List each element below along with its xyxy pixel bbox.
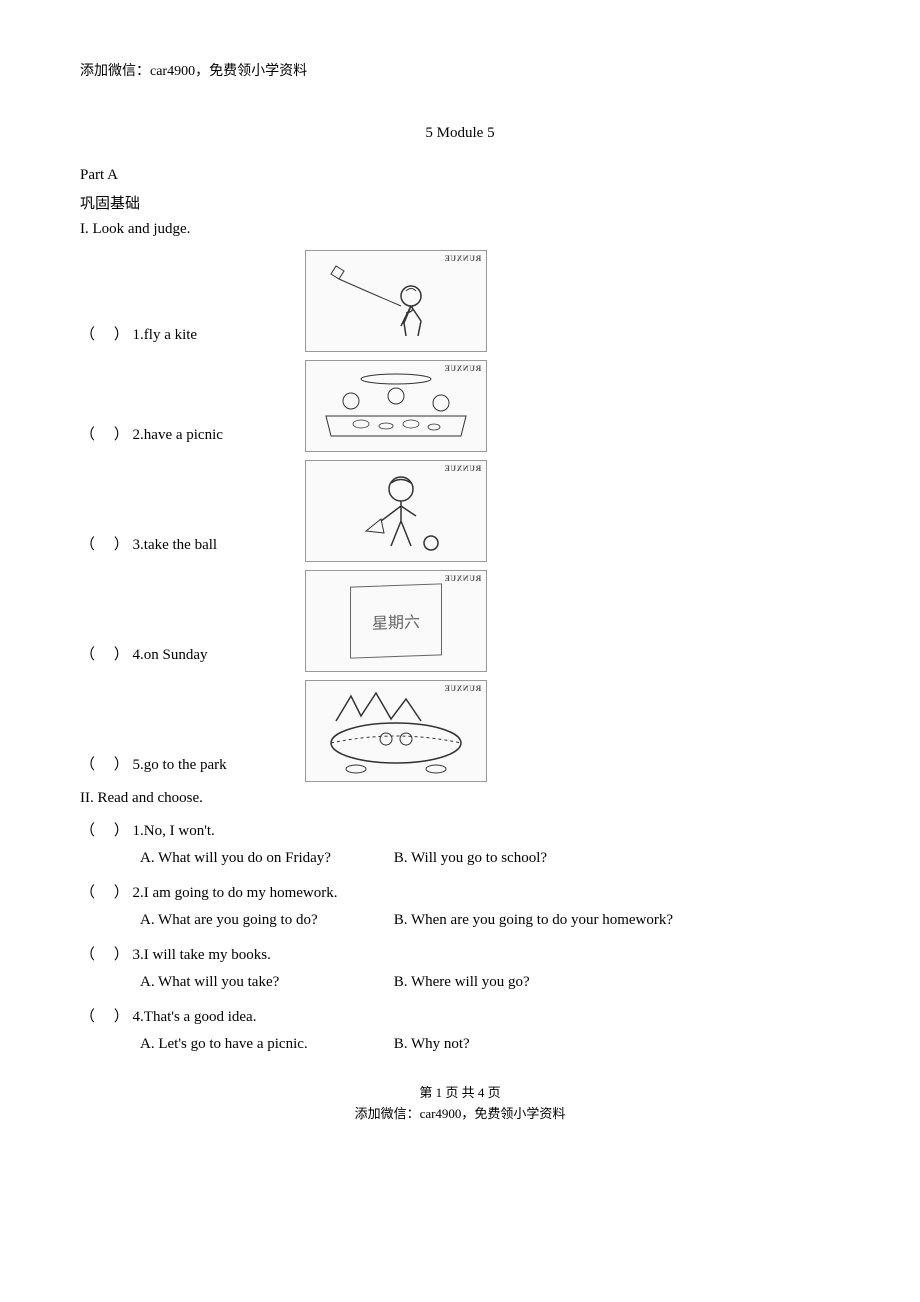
paren-open: （ [80,757,95,773]
judge-item: （ ） 1.fly a kite RUNXUE [80,250,840,352]
paren-open: （ [80,1009,95,1025]
paren-open: （ [80,947,95,963]
judge-item-text: （ ） 4.on Sunday [80,643,305,672]
calendar-box: 星期六 [350,583,442,658]
paren-close: ） [114,757,129,773]
choose-number: 4 [133,1009,141,1025]
page-container: 添加微信：car4900，免费领小学资料 5 Module 5 Part A 巩… [0,0,920,1300]
header-note: 添加微信：car4900，免费领小学资料 [80,60,840,80]
watermark-text: RUNXUE [444,574,481,583]
paren-close: ） [114,1009,129,1025]
judge-item: （ ） 3.take the ball RUNXUE [80,460,840,562]
item-number: 5 [133,757,141,773]
paren-close: ） [114,427,129,443]
choose-options: A. What will you do on Friday? B. Will y… [140,850,840,867]
choose-item: （ ） 1.No, I won't. [80,819,840,840]
choose-number: 3 [133,947,141,963]
item-phrase: go to the park [144,757,227,773]
judge-image-calendar: RUNXUE 星期六 [305,570,487,672]
item-phrase: fly a kite [144,327,197,343]
choose-text: I will take my books. [144,947,271,963]
judge-item: （ ） 5.go to the park RUNXUE [80,680,840,782]
item-phrase: have a picnic [144,427,223,443]
paren-close: ） [114,647,129,663]
paren-close: ） [114,947,129,963]
watermark-text: RUNXUE [444,464,481,473]
picnic-drawing-icon [306,361,486,451]
choose-number: 1 [133,823,141,839]
watermark-text: RUNXUE [444,684,481,693]
judge-item: （ ） 4.on Sunday RUNXUE 星期六 [80,570,840,672]
paren-open: （ [80,823,95,839]
choose-options: A. What are you going to do? B. When are… [140,912,840,929]
item-phrase: take the ball [144,537,217,553]
choose-text: No, I won't. [144,823,215,839]
calendar-day-text: 星期六 [372,608,420,634]
judge-item: （ ） 2.have a picnic RUNXUE [80,360,840,452]
item-number: 4 [133,647,141,663]
watermark-text: RUNXUE [444,254,481,263]
option-a: A. What will you do on Friday? [140,850,390,867]
option-a: A. What are you going to do? [140,912,390,929]
section2-heading: II. Read and choose. [80,790,840,807]
child-ball-drawing-icon [306,461,486,561]
choose-text: That's a good idea. [144,1009,257,1025]
judge-item-text: （ ） 5.go to the park [80,753,305,782]
paren-open: （ [80,327,95,343]
kite-drawing-icon [306,251,486,351]
item-number: 2 [133,427,141,443]
item-number: 3 [133,537,141,553]
judge-item-text: （ ） 2.have a picnic [80,423,305,452]
document-title: 5 Module 5 [80,125,840,142]
paren-close: ） [114,327,129,343]
footer-note: 添加微信：car4900，免费领小学资料 [80,1104,840,1125]
judge-image-ball: RUNXUE [305,460,487,562]
option-b: B. When are you going to do your homewor… [394,912,673,928]
option-b: B. Where will you go? [394,974,530,990]
option-b: B. Will you go to school? [394,850,547,866]
paren-close: ） [114,537,129,553]
paren-open: （ [80,537,95,553]
judge-item-text: （ ） 1.fly a kite [80,323,305,352]
judge-image-park: RUNXUE [305,680,487,782]
choose-options: A. Let's go to have a picnic. B. Why not… [140,1036,840,1053]
item-phrase: on Sunday [144,647,208,663]
paren-open: （ [80,427,95,443]
part-subtitle: 巩固基础 [80,192,840,213]
paren-open: （ [80,647,95,663]
choose-options: A. What will you take? B. Where will you… [140,974,840,991]
section1-heading: I. Look and judge. [80,221,840,238]
judge-item-text: （ ） 3.take the ball [80,533,305,562]
choose-number: 2 [133,885,141,901]
paren-close: ） [114,823,129,839]
footer-pagination: 第 1 页 共 4 页 [80,1083,840,1104]
choose-item: （ ） 4.That's a good idea. [80,1005,840,1026]
judge-image-picnic: RUNXUE [305,360,487,452]
option-a: A. Let's go to have a picnic. [140,1036,390,1053]
item-number: 1 [133,327,141,343]
watermark-text: RUNXUE [444,364,481,373]
choose-item: （ ） 2.I am going to do my homework. [80,881,840,902]
page-footer: 第 1 页 共 4 页 添加微信：car4900，免费领小学资料 [80,1083,840,1125]
judge-image-kite: RUNXUE [305,250,487,352]
option-b: B. Why not? [394,1036,470,1052]
option-a: A. What will you take? [140,974,390,991]
choose-item: （ ） 3.I will take my books. [80,943,840,964]
paren-open: （ [80,885,95,901]
part-label: Part A [80,167,840,184]
choose-text: I am going to do my homework. [144,885,338,901]
paren-close: ） [114,885,129,901]
park-drawing-icon [306,681,486,781]
